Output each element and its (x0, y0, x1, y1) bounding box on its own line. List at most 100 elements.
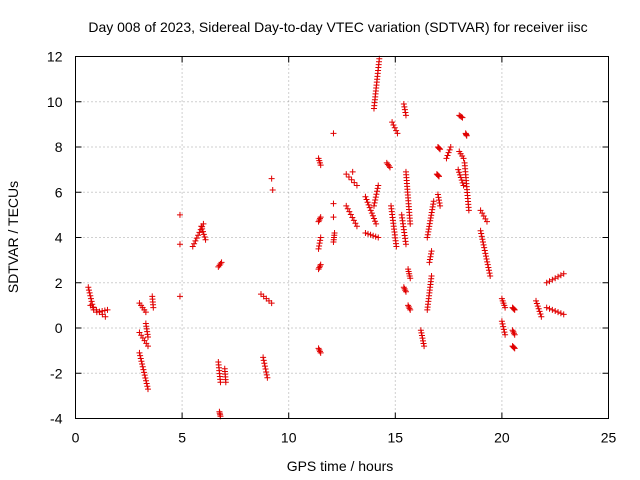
data-point-marker (437, 202, 444, 209)
data-point-marker (478, 230, 485, 237)
y-tick-label: 8 (55, 139, 63, 155)
data-point-marker (534, 303, 541, 310)
data-point-marker (343, 202, 350, 209)
data-point-marker (368, 210, 375, 217)
y-tick-label: 4 (55, 230, 63, 246)
data-point-marker (330, 214, 337, 221)
data-point-marker (138, 358, 145, 365)
data-point-marker (552, 275, 559, 282)
data-point-marker (199, 228, 206, 235)
data-point-marker (456, 171, 463, 178)
data-point-marker (88, 298, 95, 305)
data-point-marker (436, 197, 443, 204)
data-point-marker (86, 289, 93, 296)
data-point-marker (316, 242, 323, 249)
data-point-marker (137, 352, 144, 359)
data-point-marker (93, 309, 100, 316)
data-point-marker (362, 229, 369, 236)
data-point-marker (393, 243, 400, 250)
data-point-marker (391, 124, 398, 131)
data-point-marker (367, 231, 374, 238)
data-point-marker (363, 196, 370, 203)
data-point-marker (477, 207, 484, 214)
data-point-marker (510, 344, 517, 351)
data-point-marker (511, 345, 518, 352)
data-point-marker (201, 234, 208, 241)
y-tick-label: 12 (47, 49, 63, 65)
data-point-marker (196, 229, 203, 236)
data-point-marker (374, 185, 381, 192)
data-point-marker (101, 307, 108, 314)
data-point-marker (457, 174, 464, 181)
data-point-marker (317, 214, 324, 221)
data-point-marker (435, 144, 442, 151)
data-point-marker (510, 330, 517, 337)
data-point-marker (137, 355, 144, 362)
data-point-marker (420, 337, 427, 344)
data-point-marker (407, 275, 414, 282)
data-point-marker (96, 308, 103, 315)
data-point-marker (401, 106, 408, 113)
data-point-marker (428, 250, 435, 257)
data-point-marker (417, 327, 424, 334)
data-point-marker (543, 279, 550, 286)
data-point-marker (192, 237, 199, 244)
data-point-marker (143, 377, 150, 384)
data-point-marker (436, 199, 443, 206)
data-point-marker (316, 215, 323, 222)
data-point-marker (316, 264, 323, 271)
data-point-marker (261, 363, 268, 370)
data-point-marker (502, 331, 509, 338)
x-tick-label: 10 (281, 430, 297, 446)
data-point-marker (316, 348, 323, 355)
data-point-marker (480, 241, 487, 248)
data-point-marker (374, 188, 381, 195)
data-point-marker (317, 162, 324, 169)
data-point-marker (479, 210, 486, 217)
data-point-marker (315, 245, 322, 252)
data-point-marker (349, 168, 356, 175)
data-point-marker (142, 374, 149, 381)
data-point-marker (434, 191, 441, 198)
data-point-marker (141, 372, 148, 379)
data-point-marker (372, 233, 379, 240)
data-point-marker (402, 287, 409, 294)
data-point-marker (499, 320, 506, 327)
data-point-marker (510, 306, 517, 313)
data-point-marker (533, 297, 540, 304)
data-point-marker (353, 223, 360, 230)
data-point-marker (557, 310, 564, 317)
data-point-marker (143, 380, 150, 387)
data-point-marker (200, 231, 207, 238)
data-point-marker (444, 152, 451, 159)
data-point-marker (428, 272, 435, 279)
data-point-marker (407, 220, 414, 227)
data-point-marker (481, 247, 488, 254)
data-point-marker (362, 193, 369, 200)
data-point-marker (191, 240, 198, 247)
grid-lines (75, 56, 609, 419)
data-point-marker (420, 340, 427, 347)
data-point-marker (402, 288, 409, 295)
data-point-marker (199, 225, 206, 232)
data-point-marker (144, 383, 151, 390)
x-tick-label: 5 (178, 430, 186, 446)
x-tick-label: 0 (72, 430, 80, 446)
data-point-marker (463, 132, 470, 139)
data-point-marker (260, 354, 267, 361)
data-point-marker (372, 197, 379, 204)
data-point-marker (543, 304, 550, 311)
data-point-marker (193, 235, 200, 242)
y-axis-label: SDTVAR / TECUs (5, 181, 21, 293)
data-point-marker (140, 366, 147, 373)
data-point-marker (222, 379, 229, 386)
data-point-marker (386, 164, 393, 171)
data-point-marker (447, 144, 454, 150)
data-point-marker (139, 361, 146, 368)
data-point-marker (483, 218, 490, 225)
data-point-marker (349, 214, 356, 221)
data-point-marker (402, 241, 409, 248)
data-point-marker (477, 227, 484, 234)
data-point-marker (372, 218, 379, 225)
data-point-marker (85, 284, 92, 291)
